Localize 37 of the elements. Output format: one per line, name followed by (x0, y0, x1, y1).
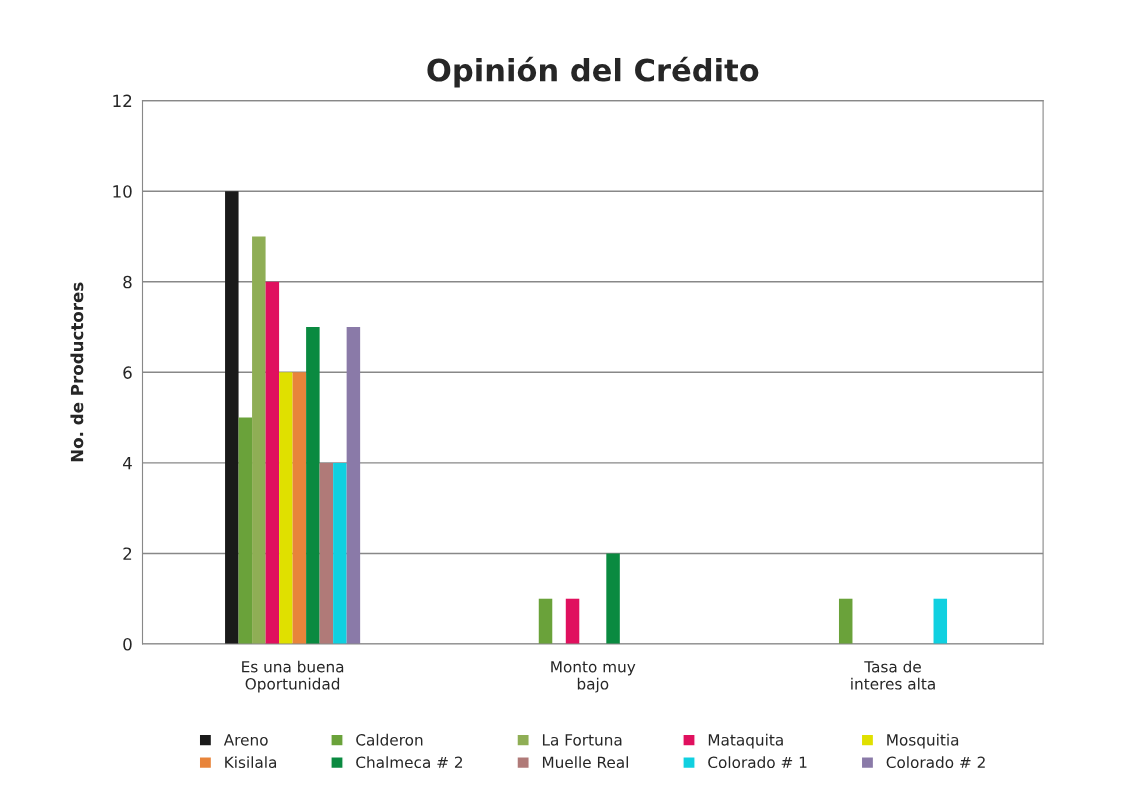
legend-label: La Fortuna (542, 734, 622, 746)
y-tick-label: 8 (123, 275, 132, 289)
bar (933, 598, 948, 644)
chart-title: Opinión del Crédito (427, 56, 759, 88)
legend-label: Kisilala (225, 756, 277, 769)
y-tick-label: 2 (123, 547, 132, 560)
legend-label: Areno (223, 734, 268, 746)
y-tick-label: 4 (122, 457, 132, 470)
bar (292, 372, 307, 644)
bar (606, 553, 620, 644)
legend-label: Chalmeca # 2 (356, 756, 463, 769)
y-tick-label: 6 (123, 366, 132, 379)
bar (225, 191, 239, 644)
y-tick-label: 0 (123, 637, 132, 651)
bar (279, 372, 293, 644)
bar (238, 417, 253, 644)
bar (565, 598, 580, 644)
legend-label: Calderon (356, 733, 423, 746)
bar (838, 598, 853, 644)
y-tick-label: 10 (113, 185, 132, 198)
bar (346, 327, 361, 644)
legend-label: Mosquitia (887, 733, 959, 749)
x-tick-label: Monto muy bajo (551, 661, 636, 693)
legend-label: Colorado # 1 (708, 756, 807, 769)
bar (252, 236, 266, 644)
bar (333, 462, 347, 644)
x-tick-label: Es una buena Oportunidad (242, 660, 344, 693)
y-axis-title: No. de Productores (70, 282, 84, 462)
bar (538, 598, 553, 644)
y-tick-label: 12 (113, 94, 132, 107)
legend-label: Muelle Real (542, 756, 628, 769)
bar (306, 327, 320, 644)
x-tick-label: Tasa de interes alta (851, 660, 935, 690)
legend-label: Mataquita (708, 733, 783, 749)
bar (319, 462, 334, 644)
bar (265, 281, 280, 644)
legend-label: Colorado # 2 (886, 756, 985, 769)
